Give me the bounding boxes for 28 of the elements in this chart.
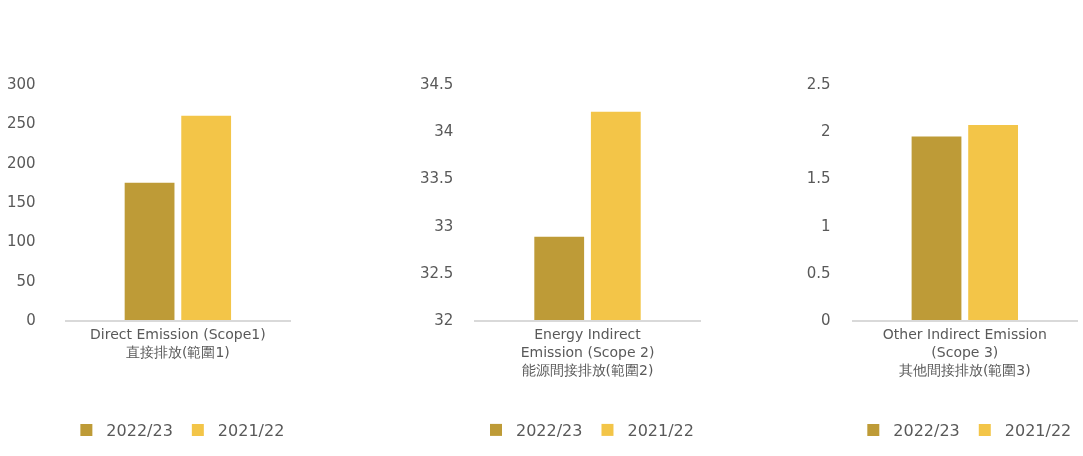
y-tick-label: 34 <box>434 122 454 141</box>
y-tick-label: 32.5 <box>419 263 454 282</box>
x-tick-label: Energy Indirect Emission (Scope 2) 能源間接排放(範圍2) <box>520 325 655 378</box>
y-tick-label: 150 <box>7 192 36 211</box>
y-tick-label: 33.5 <box>419 169 454 188</box>
y-tick-label: 33 <box>434 216 454 235</box>
y-tick-label: 0.5 <box>806 263 831 282</box>
y-tick-label: 2 <box>821 122 831 141</box>
y-tick-label: 0 <box>821 311 831 330</box>
y-tick-label: 200 <box>7 153 36 172</box>
y-tick-label: 32 <box>434 311 454 330</box>
legend-label: 2021/22 <box>627 421 694 441</box>
legend-label: 2021/22 <box>1004 421 1072 441</box>
y-tick-label: 2.5 <box>806 74 831 93</box>
y-tick-label: 250 <box>7 114 36 133</box>
y-tick-label: 0 <box>26 311 36 330</box>
y-tick-label: 1.5 <box>806 169 831 188</box>
y-tick-label: 100 <box>7 232 36 251</box>
y-tick-label: 300 <box>7 74 36 93</box>
legend-label: 2022/23 <box>106 421 173 441</box>
legend-label: 2022/23 <box>893 421 960 441</box>
y-tick-label: 50 <box>16 271 36 290</box>
legend-label: 2022/23 <box>516 421 583 441</box>
x-tick-label: Other Indirect Emission (Scope 3) 其他間接排放(範圍3) <box>882 325 1047 378</box>
x-tick-label: Direct Emission (Scope1) 直接排放(範圍1) <box>90 325 266 360</box>
y-tick-label: 1 <box>821 216 831 235</box>
legend-label: 2021/22 <box>217 421 285 441</box>
y-tick-label: 34.5 <box>419 74 454 93</box>
